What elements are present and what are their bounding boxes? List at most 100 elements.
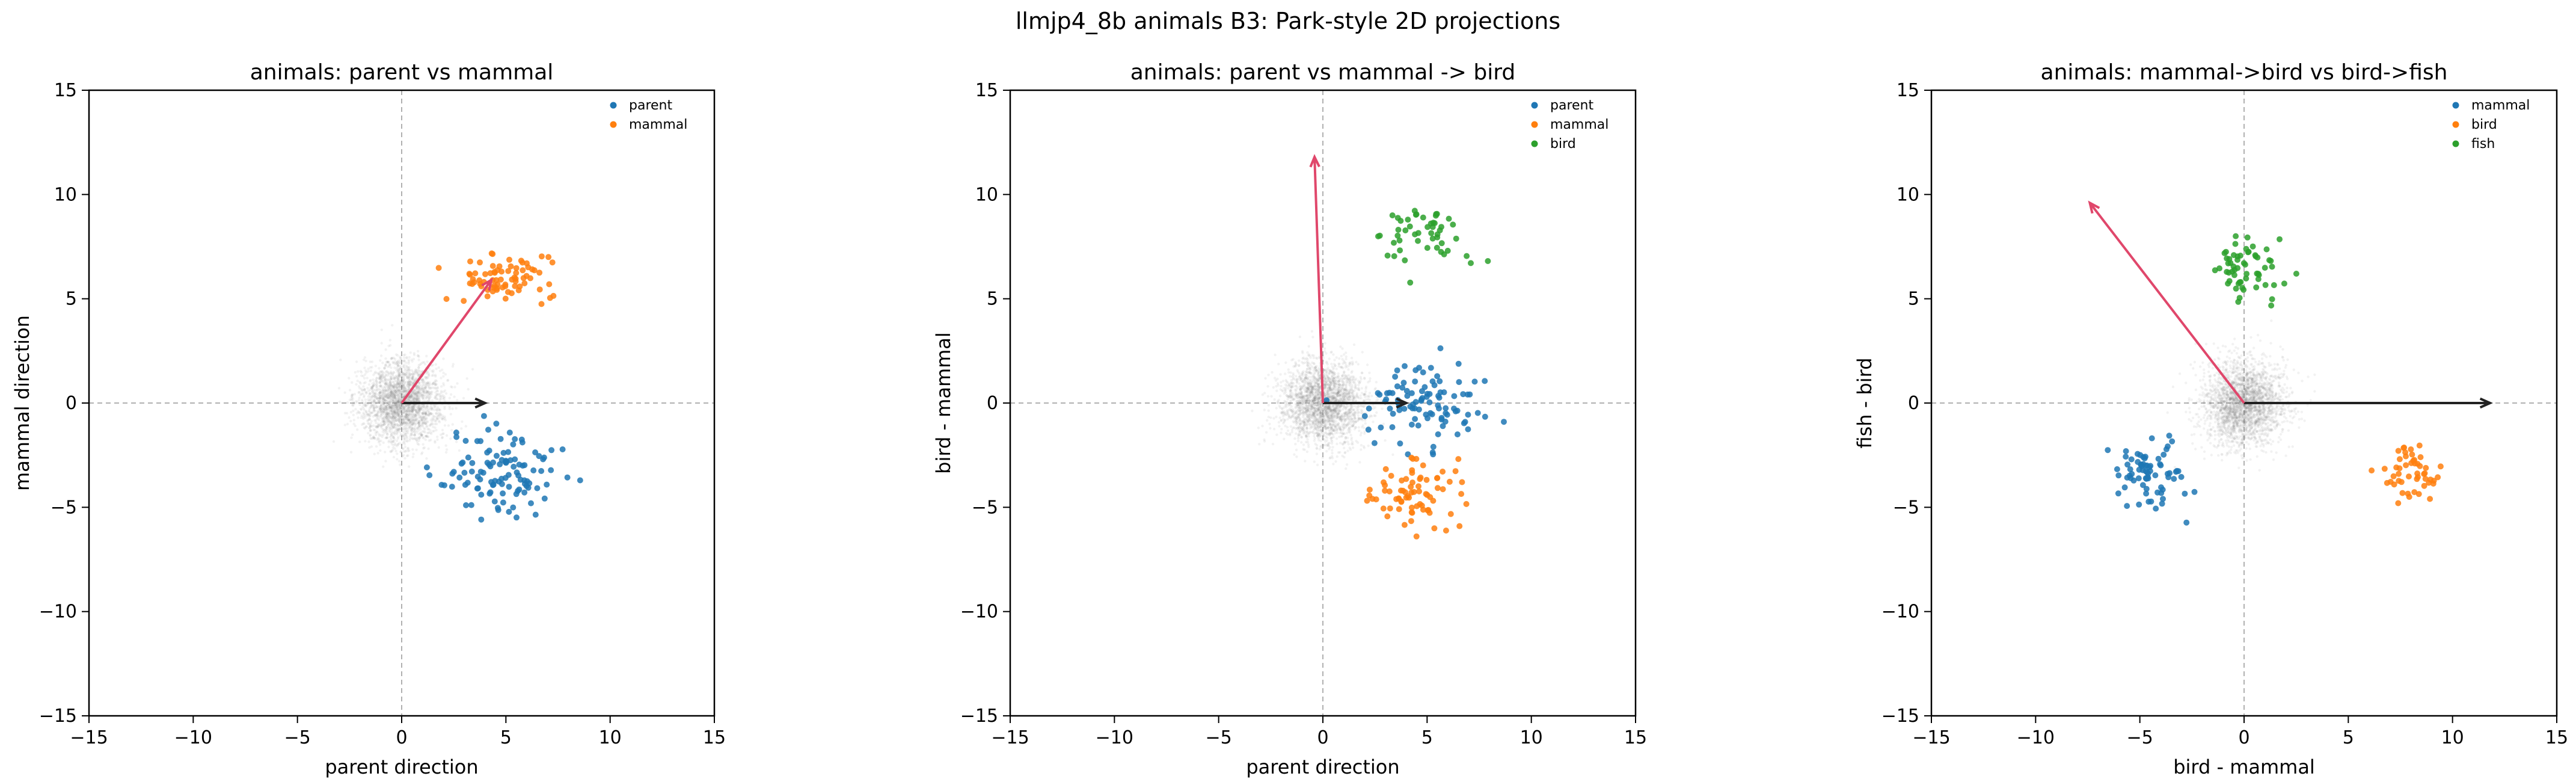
data-point-parent: [459, 459, 466, 466]
cloud-point: [395, 383, 398, 386]
data-point-parent: [548, 467, 554, 473]
cloud-point: [390, 421, 393, 424]
cloud-point: [1334, 425, 1337, 428]
cloud-point: [397, 398, 401, 401]
data-point-mammal: [467, 271, 473, 278]
cloud-point: [364, 404, 367, 407]
cloud-point: [399, 405, 402, 409]
cloud-point: [383, 367, 386, 370]
cloud-point: [1317, 399, 1321, 402]
data-point-parent: [456, 474, 463, 481]
cloud-point: [403, 421, 406, 424]
cloud-point: [1301, 415, 1305, 419]
cloud-point: [418, 422, 421, 425]
cloud-point: [1305, 376, 1308, 379]
cloud-point: [415, 371, 419, 374]
cloud-point: [405, 426, 408, 430]
cloud-point: [372, 384, 375, 387]
cloud-point: [1326, 442, 1330, 445]
data-point-parent: [490, 481, 497, 488]
cloud-point: [384, 364, 387, 367]
cloud-point: [1301, 357, 1304, 360]
cloud-point: [369, 366, 372, 369]
cloud-point: [392, 387, 395, 390]
cloud-point: [1356, 441, 1360, 444]
cloud-point: [1298, 364, 1301, 368]
cloud-point: [392, 436, 396, 439]
cloud-point: [392, 455, 396, 459]
cloud-point: [1336, 413, 1340, 416]
cloud-point: [440, 385, 443, 388]
cloud-point: [390, 407, 393, 411]
cloud-point: [1289, 425, 1292, 428]
cloud-point: [1325, 419, 1328, 422]
cloud-point: [374, 414, 377, 417]
cloud-point: [385, 408, 389, 411]
cloud-point: [359, 382, 362, 385]
cloud-point: [343, 391, 346, 394]
cloud-point: [350, 397, 353, 401]
cloud-point: [370, 411, 373, 414]
cloud-point: [356, 380, 359, 383]
cloud-point: [374, 378, 377, 381]
cloud-point: [384, 379, 387, 382]
cloud-point: [432, 371, 435, 374]
cloud-point: [375, 380, 378, 383]
cloud-point: [395, 431, 399, 434]
cloud-point: [399, 421, 402, 424]
cloud-point: [1315, 397, 1319, 400]
cloud-point: [391, 384, 395, 387]
cloud-point: [353, 393, 356, 396]
cloud-point: [386, 416, 389, 419]
cloud-point: [1296, 420, 1299, 423]
cloud-point: [435, 380, 438, 383]
cloud-point: [1357, 405, 1360, 408]
cloud-point: [1322, 417, 1325, 420]
cloud-point: [367, 367, 370, 371]
cloud-point: [393, 394, 396, 397]
cloud-point: [1275, 385, 1278, 388]
cloud-point: [412, 397, 416, 401]
cloud-point: [1323, 393, 1326, 396]
cloud-point: [1305, 426, 1308, 430]
cloud-point: [406, 427, 409, 430]
cloud-point: [1266, 395, 1270, 398]
cloud-point: [374, 389, 377, 392]
cloud-point: [438, 369, 442, 372]
cloud-point: [378, 391, 381, 395]
cloud-point: [402, 406, 405, 409]
cloud-point: [1315, 398, 1319, 401]
cloud-point: [395, 390, 398, 394]
cloud-point: [406, 449, 410, 452]
cloud-point: [387, 396, 390, 399]
cloud-point: [431, 420, 434, 423]
cloud-point: [442, 371, 445, 375]
cloud-point: [387, 389, 390, 392]
cloud-point: [1336, 427, 1339, 430]
cloud-point: [363, 377, 366, 380]
cloud-point: [391, 410, 394, 414]
cloud-point: [414, 397, 417, 401]
cloud-point: [378, 377, 381, 381]
cloud-point: [1317, 356, 1320, 359]
cloud-point: [410, 433, 413, 436]
cloud-point: [1331, 433, 1334, 436]
cloud-point: [1308, 366, 1311, 369]
cloud-point: [426, 384, 430, 388]
cloud-point: [435, 422, 438, 425]
cloud-point: [384, 460, 387, 463]
cloud-point: [1338, 411, 1341, 414]
cloud-point: [420, 405, 423, 408]
cloud-point: [376, 425, 379, 429]
cloud-point: [1309, 384, 1312, 387]
cloud-point: [420, 434, 423, 437]
cloud-point: [393, 392, 396, 395]
cloud-point: [369, 425, 372, 428]
cloud-point: [380, 399, 384, 402]
cloud-point: [381, 374, 384, 377]
cloud-point: [391, 390, 395, 393]
cloud-point: [412, 413, 416, 416]
cloud-point: [406, 417, 409, 420]
